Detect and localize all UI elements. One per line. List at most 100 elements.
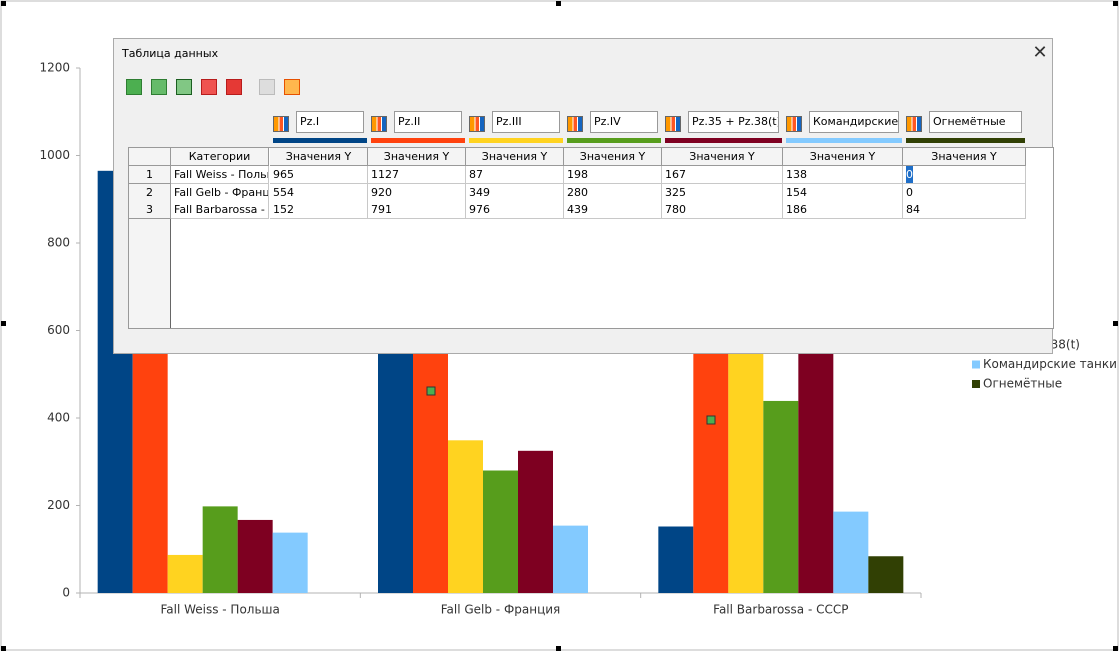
category-header: Категории [171,148,269,166]
move-series-right[interactable] [284,79,300,95]
x-tick-label: Fall Barbarossa - СССР [713,603,848,617]
value-cell[interactable]: 1127 [368,166,466,184]
value-cell[interactable]: 791 [368,201,466,219]
bar [833,511,869,593]
value-header: Значения Y [270,148,368,166]
series-color-bar [906,138,1025,143]
category-cell[interactable]: Fall Weiss - Польша [171,166,269,184]
value-cell[interactable]: 0 [903,166,1026,184]
delete-series[interactable] [226,79,242,95]
legend-swatch [972,360,980,369]
category-cell[interactable]: Fall Gelb - Франция [171,183,269,202]
value-cell[interactable]: 154 [783,183,903,202]
value-cell[interactable]: 167 [662,166,783,184]
legend-label: Командирские танки [983,357,1117,371]
series-name-input[interactable]: Pz.II [394,111,462,133]
insert-series[interactable] [151,79,167,95]
series-icon [665,116,681,132]
value-header: Значения Y [903,148,1026,166]
bar [378,350,413,593]
y-tick-label: 1200 [39,61,70,75]
series-color-bar [786,138,902,143]
value-cell[interactable]: 138 [783,166,903,184]
bar [763,400,799,593]
bar [483,470,518,593]
series-icon [567,116,583,132]
row-number: 3 [129,201,171,219]
value-cell[interactable]: 976 [466,201,564,219]
value-cell[interactable]: 920 [368,183,466,202]
series-icon [469,116,485,132]
series-name-input[interactable]: Командирские танки [809,111,899,133]
close-button[interactable]: ✕ [1032,42,1048,63]
value-header: Значения Y [783,148,903,166]
value-cell[interactable]: 198 [564,166,662,184]
y-tick-label: 200 [47,498,70,512]
bar [237,519,273,593]
x-tick-label: Fall Gelb - Франция [441,603,561,617]
value-header: Значения Y [564,148,662,166]
bar [553,525,588,593]
series-color-bar [567,138,661,143]
x-tick-label: Fall Weiss - Польша [160,603,279,617]
bar [202,506,238,593]
bar [272,532,308,593]
bar [518,450,553,593]
series-name-input[interactable]: Огнемётные [929,111,1022,133]
value-cell[interactable]: 780 [662,201,783,219]
value-cell[interactable]: 965 [270,166,368,184]
data-table-dialog: Таблица данных ✕ Категории Значения Y Знач… [113,38,1054,354]
delete-row[interactable] [201,79,217,95]
bar [167,554,203,593]
value-cell[interactable]: 87 [466,166,564,184]
value-header: Значения Y [466,148,564,166]
bar [868,556,904,593]
series-color-bar [371,138,465,143]
value-header: Значения Y [662,148,783,166]
series-name-input[interactable]: Pz.III [492,111,560,133]
row-header-corner [129,148,171,166]
series-icon [273,116,289,132]
insert-text-column[interactable] [176,79,192,95]
value-cell[interactable]: 554 [270,183,368,202]
series-color-bar [665,138,782,143]
y-tick-label: 600 [47,323,70,337]
series-color-bar [469,138,563,143]
row-number: 1 [129,166,171,184]
dialog-title: Таблица данных [122,47,219,60]
y-tick-label: 400 [47,411,70,425]
series-icon [786,116,802,132]
y-tick-label: 1000 [39,148,70,162]
category-cell[interactable]: Fall Barbarossa - СССР [171,201,269,219]
value-header: Значения Y [368,148,466,166]
value-cell[interactable]: 84 [903,201,1026,219]
series-icon [906,116,922,132]
value-cell[interactable]: 186 [783,201,903,219]
series-name-input[interactable]: Pz.IV [590,111,658,133]
value-cell[interactable]: 280 [564,183,662,202]
value-cell[interactable]: 0 [903,183,1026,202]
value-cell[interactable]: 439 [564,201,662,219]
series-name-input[interactable]: Pz.I [296,111,364,133]
selection-point [426,386,436,396]
insert-row[interactable] [126,79,142,95]
value-cell[interactable]: 152 [270,201,368,219]
selection-point [706,415,716,425]
y-tick-label: 800 [47,236,70,250]
move-row-down[interactable] [259,79,275,95]
value-cell[interactable]: 325 [662,183,783,202]
legend-swatch [972,380,980,388]
value-cell[interactable]: 349 [466,183,564,202]
toolbar [124,79,304,95]
series-color-bar [273,138,367,143]
bar [658,526,694,593]
bar [448,440,483,593]
y-tick-label: 0 [62,586,70,600]
series-name-input[interactable]: Pz.35 + Pz.38(t) [688,111,779,133]
row-number: 2 [129,183,171,202]
legend-label: Огнемётные [983,377,1062,391]
series-icon [371,116,387,132]
